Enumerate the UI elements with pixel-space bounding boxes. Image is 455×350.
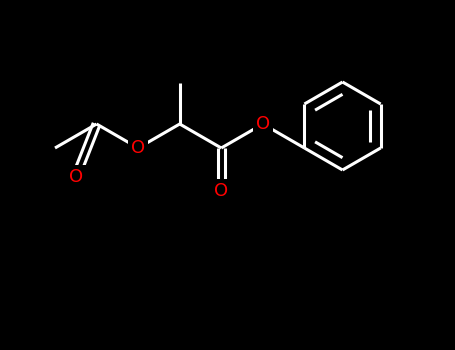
Text: O: O [214, 182, 228, 200]
Text: O: O [131, 139, 145, 157]
Text: O: O [69, 168, 83, 186]
Text: O: O [256, 115, 270, 133]
